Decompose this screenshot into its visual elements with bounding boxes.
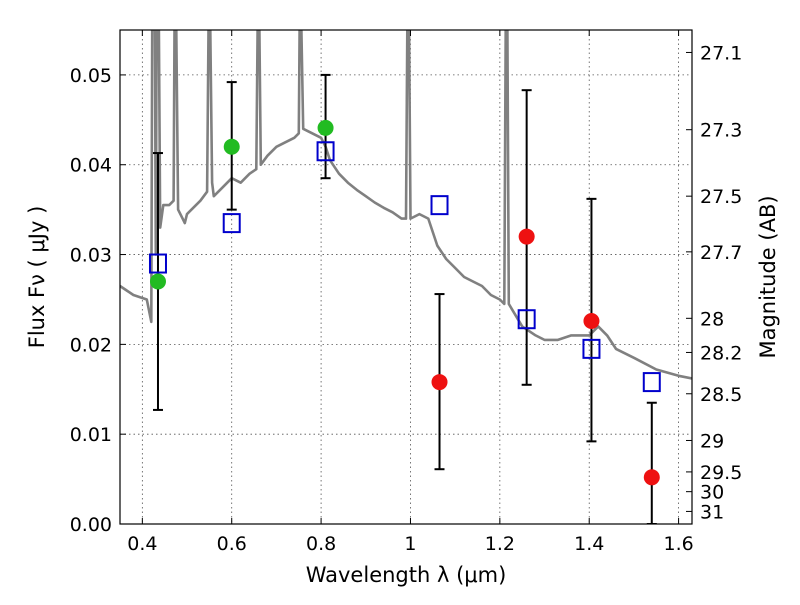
x-tick-label: 1.4 xyxy=(574,533,604,555)
model-photometry-square xyxy=(517,309,536,330)
model-photometry-square xyxy=(582,338,601,359)
model-photometry-square xyxy=(430,195,449,216)
y-tick-label: 0.00 xyxy=(70,514,112,536)
nondetection-point xyxy=(583,313,600,330)
y-tick-label: 0.02 xyxy=(70,334,112,356)
right-tick-label: 27.7 xyxy=(700,242,742,264)
detection-point xyxy=(223,138,240,155)
x-axis-title: Wavelength λ (μm) xyxy=(306,563,507,587)
detection-point xyxy=(317,119,334,136)
model-photometry-square xyxy=(148,253,167,274)
nondetection-point xyxy=(431,374,448,391)
y-tick-label: 0.04 xyxy=(70,155,112,177)
right-axis-title: Magnitude (AB) xyxy=(756,195,780,358)
nondetection-point xyxy=(643,469,660,486)
model-photometry-square xyxy=(316,141,335,162)
y-tick-label: 0.01 xyxy=(70,424,112,446)
nondetection-point xyxy=(518,228,535,245)
x-tick-label: 1.2 xyxy=(485,533,515,555)
model-spectrum-line xyxy=(120,30,692,380)
right-tick-label: 28.5 xyxy=(700,384,742,406)
right-tick-label: 31 xyxy=(700,501,724,523)
right-tick-label: 30 xyxy=(700,482,724,504)
plot-frame xyxy=(119,29,693,525)
model-photometry-square xyxy=(222,213,241,234)
right-tick-label: 27.3 xyxy=(700,120,742,142)
x-tick-label: 1.6 xyxy=(663,533,693,555)
right-tick-label: 28 xyxy=(700,308,724,330)
model-photometry-square xyxy=(642,372,661,393)
detection-point xyxy=(149,273,166,290)
x-tick-label: 0.8 xyxy=(306,533,336,555)
points-layer xyxy=(148,119,661,486)
right-tick-label: 27.1 xyxy=(700,42,742,64)
y-tick-label: 0.05 xyxy=(70,65,112,87)
right-tick-label: 28.2 xyxy=(700,342,742,364)
y-tick-layer: 0.00 0.01 0.02 0.03 0.04 0.05 xyxy=(70,65,126,536)
right-tick-label: 29.5 xyxy=(700,462,742,484)
y-tick-label: 0.03 xyxy=(70,245,112,267)
model-spectrum-layer xyxy=(120,30,692,380)
x-tick-layer: 0.4 0.6 0.8 1 1.2 1.4 1.6 xyxy=(127,30,694,555)
x-tick-label: 1 xyxy=(404,533,416,555)
y-axis-title: Flux Fν ( μJy ) xyxy=(25,206,49,349)
right-tick-label: 29 xyxy=(700,430,724,452)
x-tick-label: 0.4 xyxy=(127,533,157,555)
right-tick-label: 27.5 xyxy=(700,186,742,208)
x-tick-label: 0.6 xyxy=(217,533,247,555)
